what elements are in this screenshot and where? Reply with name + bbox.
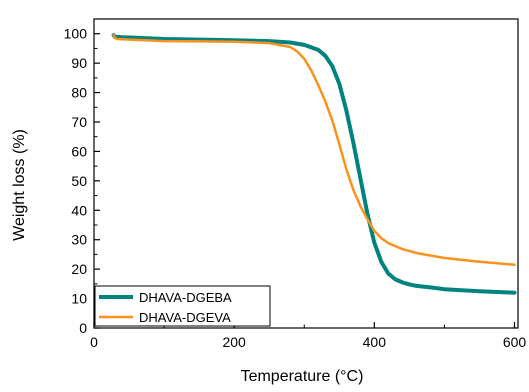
y-tick-label: 30 <box>71 232 87 248</box>
y-tick-label: 90 <box>71 55 87 71</box>
axes-layer: 0 200 400 600 0 10 20 30 40 50 60 70 80 90 100 <box>64 18 527 350</box>
x-tick-label: 400 <box>363 334 387 350</box>
legend-box <box>94 285 271 327</box>
y-tick-label: 20 <box>71 261 87 277</box>
series-layer <box>111 33 517 295</box>
y-tick-label: 40 <box>71 202 87 218</box>
x-axis-label: Temperature (°C) <box>241 368 364 385</box>
series-line-dhava-dgeba <box>111 33 517 295</box>
y-axis-label: Weight loss (%) <box>11 129 28 241</box>
y-tick-label: 70 <box>71 114 87 130</box>
legend-label-dhava-dgeva: DHAVA-DGEVA <box>139 310 231 325</box>
y-tick-label: 60 <box>71 143 87 159</box>
x-tick-label: 0 <box>90 334 98 350</box>
legend: DHAVA-DGEBA DHAVA-DGEVA <box>94 285 271 327</box>
y-tick-label: 50 <box>71 173 87 189</box>
y-tick-label: 100 <box>64 26 88 42</box>
series-line-dhava-dgeva <box>112 33 516 266</box>
y-tick-label: 10 <box>71 291 87 307</box>
legend-label-dhava-dgeba: DHAVA-DGEBA <box>139 290 232 305</box>
plot-frame <box>93 18 519 329</box>
x-tick-label: 200 <box>222 334 246 350</box>
x-tick-label: 600 <box>503 334 527 350</box>
y-tick-label: 0 <box>79 320 87 336</box>
y-tick-label: 80 <box>71 85 87 101</box>
